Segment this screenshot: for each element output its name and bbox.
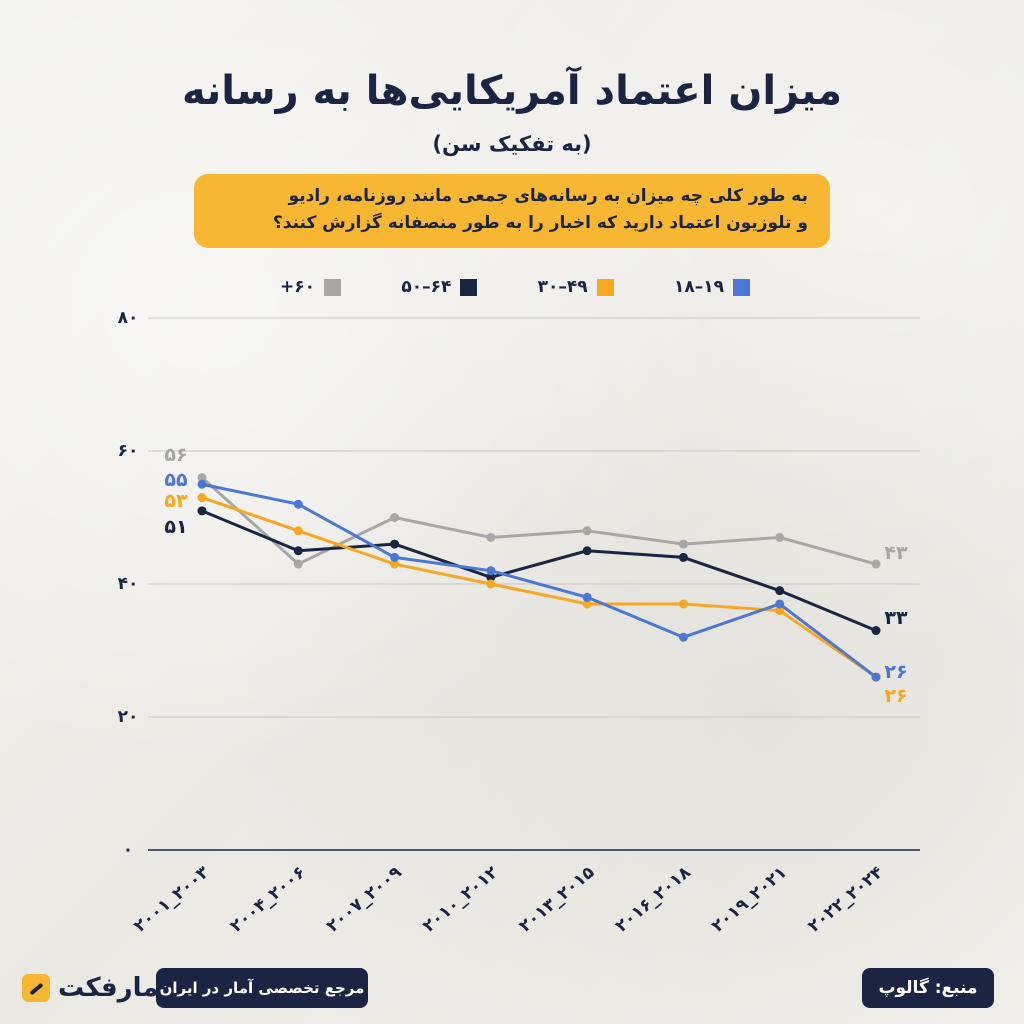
- y-tick-label: ۰: [123, 840, 133, 860]
- data-point: [197, 479, 207, 489]
- legend-label-30-49: ۳۰–۴۹: [537, 277, 588, 297]
- brand-logo: آمارفکت: [22, 966, 167, 1010]
- legend-label-18-19: ۱۸–۱۹: [673, 277, 724, 297]
- data-point: [871, 672, 881, 682]
- x-tick-label: ۲۰۰۷_۲۰۰۹: [323, 862, 406, 937]
- legend-label-60-plus: +۶۰: [280, 277, 316, 297]
- x-tick-label: ۲۰۰۴_۲۰۰۶: [227, 863, 310, 937]
- data-point: [197, 473, 207, 483]
- data-point: [390, 552, 400, 562]
- end-data-label: ۲۶: [884, 661, 907, 683]
- x-tick-label: ۲۰۱۶_۲۰۱۸: [612, 862, 695, 937]
- end-data-label: ۴۳: [884, 542, 908, 564]
- brand-mark-icon: [22, 974, 50, 1002]
- data-point: [293, 526, 303, 536]
- data-point: [390, 539, 400, 549]
- legend-label-50-64: ۵۰–۶۴: [401, 277, 452, 297]
- data-point: [390, 559, 400, 569]
- series-line: [200, 482, 878, 679]
- data-point: [678, 552, 688, 562]
- series-line: [200, 476, 878, 566]
- data-point: [582, 599, 592, 609]
- start-data-label: ۵۳: [164, 490, 188, 512]
- brand-name: آمارفکت: [58, 973, 168, 1003]
- legend-item-18-19: ۱۸–۱۹: [674, 277, 750, 297]
- data-point: [775, 606, 785, 616]
- data-point: [582, 592, 592, 602]
- data-point: [678, 599, 688, 609]
- survey-question-box: به طور کلی چه میزان به رسانه‌های جمعی ما…: [194, 174, 830, 248]
- legend-swatch-18-19: [733, 278, 750, 296]
- x-tick-label: ۲۰۱۹_۲۰۲۱: [708, 863, 791, 937]
- y-tick-label: ۲۰: [118, 707, 139, 727]
- data-point: [293, 499, 303, 509]
- data-point: [486, 532, 496, 542]
- data-point: [197, 506, 207, 516]
- series-line: [200, 496, 878, 679]
- end-data-label: ۳۳: [884, 607, 908, 629]
- y-tick-label: ۸۰: [118, 308, 139, 328]
- source-badge: منبع: گالوپ: [862, 968, 994, 1008]
- data-point: [678, 632, 688, 642]
- y-tick-label: ۴۰: [118, 574, 139, 594]
- data-point: [293, 546, 303, 556]
- x-tick-label: ۲۰۱۰_۲۰۱۲: [419, 862, 502, 937]
- series-line: [200, 509, 878, 633]
- legend-item-50-64: ۵۰–۶۴: [401, 277, 478, 297]
- legend-swatch-30-49: [596, 278, 614, 296]
- data-point: [197, 493, 207, 503]
- x-tick-label: ۲۰۲۲_۲۰۲۴: [804, 863, 887, 937]
- chart-subtitle: (به تفکیک سن): [432, 132, 592, 156]
- start-data-label: ۵۱: [164, 516, 187, 538]
- y-tick-label: ۶۰: [118, 441, 139, 461]
- legend-swatch-50-64: [460, 278, 478, 296]
- data-point: [390, 513, 400, 522]
- data-point: [486, 579, 496, 589]
- start-data-label: ۵۶: [164, 444, 187, 466]
- end-data-label: ۲۶: [884, 685, 907, 707]
- data-point: [871, 626, 881, 636]
- data-point: [678, 539, 688, 549]
- data-point: [486, 566, 496, 576]
- x-tick-label: ۲۰۰۱_۲۰۰۳: [130, 862, 213, 937]
- legend-item-60-plus: +۶۰: [280, 277, 342, 297]
- start-data-label: ۵۵: [164, 469, 188, 491]
- survey-question-line-1: به طور کلی چه میزان به رسانه‌های جمعی ما…: [288, 186, 808, 206]
- reference-badge: مرجع تخصصی آمار در ایران: [156, 968, 368, 1008]
- data-point: [293, 559, 303, 569]
- data-point: [582, 526, 592, 536]
- data-point: [775, 532, 785, 542]
- data-point: [775, 599, 785, 609]
- data-point: [871, 559, 881, 569]
- x-tick-label: ۲۰۱۳_۲۰۱۵: [515, 863, 598, 937]
- chart-title: میزان اعتماد آمریکایی‌ها به رسانه: [181, 68, 843, 114]
- legend-item-30-49: ۳۰–۴۹: [538, 277, 614, 297]
- data-point: [775, 586, 785, 596]
- legend-swatch-60-plus: [324, 278, 342, 296]
- data-point: [582, 546, 592, 556]
- data-point: [486, 572, 496, 582]
- survey-question-line-2: و تلوزیون اعتماد دارید که اخبار را به طو…: [272, 213, 808, 233]
- chart-legend: ۱۸–۱۹ ۳۰–۴۹ ۵۰–۶۴ +۶۰: [280, 274, 750, 300]
